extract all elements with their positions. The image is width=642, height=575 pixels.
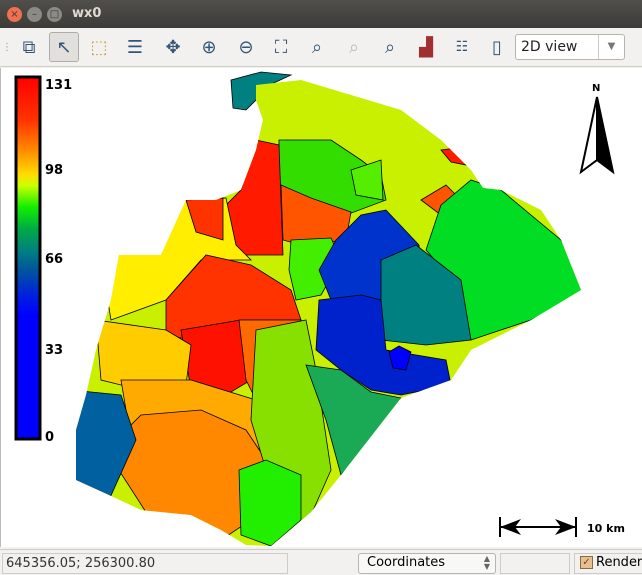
statusbar-mode-select[interactable]: Coordinates ▲ ▼ [358,553,496,574]
map-area [238,459,302,546]
zoom-extent-icon[interactable]: ⛶ [274,36,288,58]
coordinates-readout: 645356.05; 256300.80 [2,553,288,574]
close-button[interactable]: × [7,7,22,22]
scale-bar: 10 km [499,517,625,537]
scale-label: 10 km [587,522,625,535]
north-arrow-right [596,96,615,175]
legend-label: 66 [45,252,63,267]
view-mode-value: 2D view [521,39,578,55]
pointer-icon[interactable]: ↖ [49,32,79,62]
maximize-button[interactable]: □ [47,7,62,22]
map-toolbar: ⋮ ⧉ ↖ ⬚ ☰ ✥ ⊕ ⊖ ⛶ ⌕ ⌕ ⌕ ▟ ☷ ▯ 2D view ▼ [0,28,642,67]
zoom-in-icon[interactable]: ⊕ [201,36,217,58]
zoom-out-icon[interactable]: ⊖ [238,36,254,58]
chevron-down-icon: ▼ [598,35,624,59]
window-title: wx0 [72,6,102,21]
legend: 131 98 66 33 0 [14,75,72,445]
north-arrow: N [579,83,615,175]
zoom-options-icon[interactable]: ⌕ [384,36,396,58]
legend-label-max: 131 [45,78,72,93]
save-display-icon[interactable]: ▯ [492,36,502,58]
map-area [76,389,137,501]
statusbar-mode-value: Coordinates [367,555,446,570]
status-bar: 645356.05; 256300.80 Coordinates ▲ ▼ ✓ Ren… [0,549,642,575]
map-area [388,345,412,371]
zoom-back-icon[interactable]: ⌕ [348,36,360,58]
render-checkbox[interactable]: ✓ Render [574,553,642,574]
toolbar-grip[interactable]: ⋮ [2,41,12,53]
redraw-map-icon[interactable]: ⧉ [22,36,36,58]
legend-label: 33 [45,343,63,358]
analyze-icon[interactable]: ▟ [419,36,433,58]
north-arrow-left [579,96,598,175]
view-mode-select[interactable]: 2D view ▼ [515,34,625,60]
checkbox-checked-icon: ✓ [580,556,593,569]
decorations-icon[interactable]: ☷ [455,39,469,55]
legend-label-min: 0 [45,430,54,445]
map-area [350,159,384,201]
legend-color-bar [14,75,42,441]
legend-label: 98 [45,163,63,178]
select-icon[interactable]: ⬚ [90,36,108,58]
render-label: Render [596,555,642,570]
minimize-button[interactable]: – [27,7,42,22]
title-bar: × – □ wx0 [0,0,642,28]
map-canvas[interactable]: 131 98 66 33 0 N [0,68,642,547]
zoom-region-icon[interactable]: ⌕ [311,36,323,58]
north-label: N [592,83,600,94]
status-field [500,553,570,574]
spinner-arrows-icon: ▲ ▼ [483,554,490,571]
map-svg: 131 98 66 33 0 N [14,71,625,546]
query-icon[interactable]: ☰ [126,36,144,58]
pan-icon[interactable]: ✥ [165,36,181,58]
choropleth-map [76,80,581,546]
